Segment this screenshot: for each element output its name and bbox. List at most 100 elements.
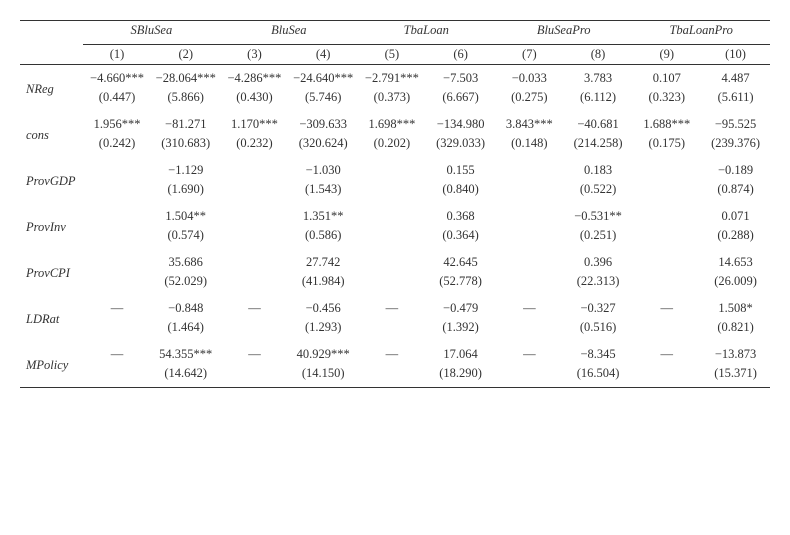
se-cell: (0.364) [426,226,495,249]
se-cell: (0.242) [83,134,152,157]
se-cell: (5.866) [151,88,220,111]
se-cell: (1.543) [289,180,358,203]
coef-cell: — [358,341,427,364]
se-cell [220,364,289,387]
coef-cell [83,203,152,226]
se-cell: (0.232) [220,134,289,157]
coef-cell: −0.848 [151,295,220,318]
coef-cell [632,157,701,180]
se-cell [83,318,152,341]
se-cell: (1.293) [289,318,358,341]
coef-cell: −24.640*** [289,64,358,88]
coef-cell: −4.660*** [83,64,152,88]
se-cell: (214.258) [564,134,633,157]
regression-table: SBluSea BluSea TbaLoan BluSeaPro TbaLoan… [20,20,770,388]
se-cell: (0.373) [358,88,427,111]
coef-cell: −7.503 [426,64,495,88]
se-cell: (0.821) [701,318,770,341]
se-cell: (0.202) [358,134,427,157]
col-group-3: TbaLoan [358,21,495,40]
coef-cell: 0.368 [426,203,495,226]
col-num: (8) [564,44,633,64]
coef-cell: −0.033 [495,64,564,88]
se-cell: (14.642) [151,364,220,387]
se-cell: (5.746) [289,88,358,111]
se-cell: (16.504) [564,364,633,387]
coef-cell [495,203,564,226]
coef-cell: 54.355*** [151,341,220,364]
coef-cell [495,249,564,272]
coef-cell: 40.929*** [289,341,358,364]
coef-cell: −4.286*** [220,64,289,88]
coef-cell: 1.170*** [220,111,289,134]
coef-cell [220,249,289,272]
coef-cell [358,249,427,272]
se-cell [358,364,427,387]
se-cell: (0.840) [426,180,495,203]
se-cell [495,272,564,295]
row-label: NReg [20,64,83,111]
se-cell [220,272,289,295]
coef-cell: −0.479 [426,295,495,318]
se-cell [495,180,564,203]
coef-cell [358,203,427,226]
se-cell: (0.175) [632,134,701,157]
se-cell [358,318,427,341]
coef-cell: 1.504** [151,203,220,226]
coef-cell: 0.396 [564,249,633,272]
se-cell [632,364,701,387]
coef-cell: 3.843*** [495,111,564,134]
se-cell: (52.029) [151,272,220,295]
se-cell: (6.667) [426,88,495,111]
coef-cell [220,157,289,180]
coef-cell: — [83,341,152,364]
col-num: (10) [701,44,770,64]
se-cell: (41.984) [289,272,358,295]
col-num: (4) [289,44,358,64]
coef-cell: 0.155 [426,157,495,180]
se-cell: (1.392) [426,318,495,341]
coef-cell: −2.791*** [358,64,427,88]
se-cell [632,226,701,249]
coef-cell: −1.129 [151,157,220,180]
col-group-5: TbaLoanPro [632,21,770,40]
coef-cell: 0.183 [564,157,633,180]
se-cell: (1.690) [151,180,220,203]
se-cell: (1.464) [151,318,220,341]
coef-cell: — [83,295,152,318]
se-cell: (239.376) [701,134,770,157]
se-cell [495,318,564,341]
col-num: (9) [632,44,701,64]
coef-cell: −8.345 [564,341,633,364]
se-cell: (5.611) [701,88,770,111]
coef-cell: 35.686 [151,249,220,272]
se-cell [632,318,701,341]
se-cell: (6.112) [564,88,633,111]
coef-cell: 0.071 [701,203,770,226]
coef-cell: −0.531** [564,203,633,226]
coef-cell: −134.980 [426,111,495,134]
se-cell [632,272,701,295]
coef-cell: 17.064 [426,341,495,364]
coef-cell: −40.681 [564,111,633,134]
col-group-1: SBluSea [83,21,220,40]
header-blank [20,21,83,40]
se-cell: (0.288) [701,226,770,249]
coef-cell: 0.107 [632,64,701,88]
coef-cell: −0.327 [564,295,633,318]
col-num: (6) [426,44,495,64]
col-num: (1) [83,44,152,64]
se-cell [83,272,152,295]
se-cell [495,226,564,249]
se-cell: (0.275) [495,88,564,111]
se-cell [220,226,289,249]
coef-cell [358,157,427,180]
coef-cell: 1.351** [289,203,358,226]
row-label: MPolicy [20,341,83,387]
se-cell: (0.574) [151,226,220,249]
coef-cell: — [495,295,564,318]
col-num: (2) [151,44,220,64]
coef-cell [83,157,152,180]
coef-cell: 1.956*** [83,111,152,134]
se-cell: (0.430) [220,88,289,111]
